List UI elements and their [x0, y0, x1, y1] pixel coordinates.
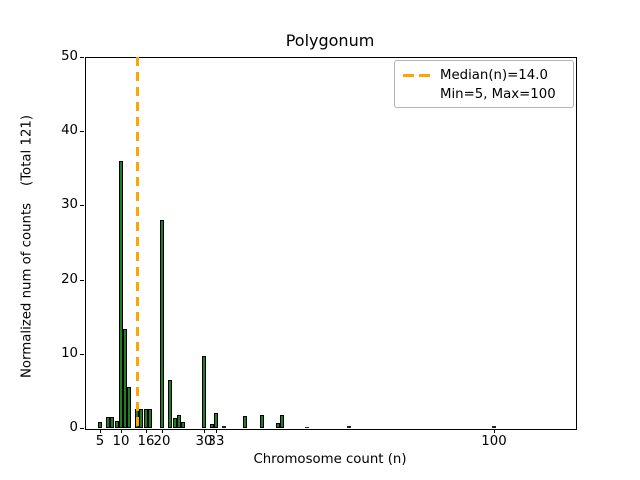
histogram-bar — [98, 422, 102, 428]
histogram-bar — [127, 387, 131, 428]
x-tick-mark — [494, 429, 495, 433]
histogram-bar — [280, 415, 284, 428]
histogram-bar — [260, 415, 264, 428]
legend-label-median: Median(n)=14.0 — [440, 68, 548, 83]
plot-area — [85, 57, 577, 430]
x-tick-label: 5 — [95, 434, 105, 449]
histogram-bar — [177, 415, 181, 428]
x-tick-mark — [100, 429, 101, 433]
y-tick-label: 30 — [61, 197, 78, 212]
histogram-bar — [276, 423, 280, 428]
histogram-bar — [202, 356, 206, 428]
x-tick-mark — [204, 429, 205, 433]
histogram-bar — [305, 427, 309, 428]
histogram-bar — [173, 418, 177, 428]
x-tick-label: 20 — [153, 434, 171, 449]
histogram-bar — [492, 426, 496, 428]
y-tick-label: 0 — [69, 420, 78, 435]
histogram-bar — [139, 409, 143, 428]
histogram-bar — [222, 426, 226, 428]
y-tick-label: 10 — [61, 346, 78, 361]
histogram-bar — [148, 409, 152, 428]
histogram-bar — [243, 416, 247, 428]
histogram-bar — [106, 417, 110, 428]
x-tick-label: 100 — [481, 434, 507, 449]
histogram-bar — [110, 417, 114, 428]
x-tick-label: 16 — [137, 434, 155, 449]
histogram-bar — [115, 421, 119, 428]
legend-label-minmax: Min=5, Max=100 — [440, 87, 556, 102]
y-tick-mark — [80, 354, 84, 355]
y-tick-mark — [80, 428, 84, 429]
histogram-bar — [214, 413, 218, 428]
chart-title: Polygonum — [285, 31, 375, 50]
x-tick-mark — [162, 429, 163, 433]
histogram-bar — [123, 329, 127, 428]
y-tick-mark — [80, 131, 84, 132]
histogram-bar — [210, 424, 214, 428]
x-tick-mark — [146, 429, 147, 433]
y-tick-mark — [80, 205, 84, 206]
x-tick-mark — [216, 429, 217, 433]
y-tick-label: 40 — [61, 123, 78, 138]
x-tick-label: 33 — [207, 434, 225, 449]
y-tick-mark — [80, 280, 84, 281]
histogram-bar — [144, 409, 148, 428]
y-axis-label: Normalized num of counts (Total 121) — [19, 114, 35, 379]
legend: Median(n)=14.0 Min=5, Max=100 — [394, 60, 574, 108]
legend-entry-minmax: Min=5, Max=100 — [395, 85, 556, 105]
histogram-bar — [181, 422, 185, 428]
x-axis-label: Chromosome count (n) — [253, 452, 407, 467]
median-dashed-line — [136, 57, 139, 428]
legend-entry-median: Median(n)=14.0 — [395, 66, 548, 86]
histogram-bar — [160, 220, 164, 428]
y-tick-label: 20 — [61, 272, 78, 287]
y-tick-label: 50 — [61, 49, 78, 64]
x-tick-label: 30 — [195, 434, 213, 449]
y-tick-mark — [80, 57, 84, 58]
histogram-bar — [119, 161, 123, 428]
x-tick-mark — [121, 429, 122, 433]
x-tick-label: 10 — [112, 434, 130, 449]
histogram-bar — [168, 380, 172, 428]
histogram-bar — [347, 426, 351, 428]
orange-dashed-line-icon — [403, 73, 431, 77]
